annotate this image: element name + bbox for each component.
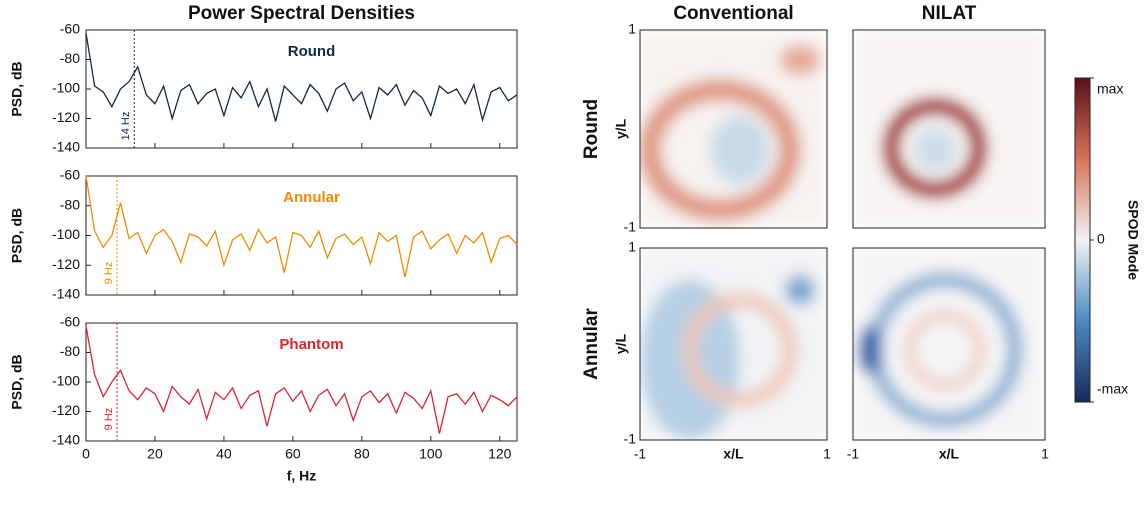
heatmap-image	[640, 30, 827, 228]
y-tick-label: -80	[60, 196, 80, 212]
column-title: NILAT	[922, 3, 977, 24]
y-tick-label: -60	[60, 314, 80, 330]
column-title: Conventional	[673, 3, 793, 24]
y-tick-label: -140	[52, 286, 80, 302]
annotation-label: 14 Hz	[120, 112, 132, 141]
x-tick-label: -1	[634, 446, 647, 462]
heatmap-blob	[780, 45, 820, 75]
y-tick-label: -60	[60, 167, 80, 183]
colorbar	[1074, 77, 1091, 403]
heatmap-blob	[858, 325, 882, 375]
heatmap-image	[853, 30, 1045, 228]
heatmap-image	[640, 248, 827, 440]
heatmap-frame	[852, 247, 1046, 441]
x-tick-label: 1	[823, 446, 831, 462]
y-tick-label: -60	[60, 21, 80, 37]
y-tick-label: -120	[52, 256, 80, 272]
y-tick-label: -100	[52, 226, 80, 242]
y-tick-label: -120	[52, 109, 80, 125]
y-tick-label: 1	[628, 21, 636, 37]
y-tick-label: -100	[52, 373, 80, 389]
heatmap-frame	[639, 247, 828, 441]
y-tick-label: -140	[52, 432, 80, 448]
annotation-label: 9 Hz	[103, 262, 115, 285]
x-tick-label: 80	[354, 446, 370, 462]
heatmap-blob	[710, 115, 770, 185]
x-axis-label: f, Hz	[287, 468, 317, 484]
x-tick-label: 20	[147, 446, 163, 462]
y-axis-label: PSD, dB	[9, 61, 25, 116]
heatmap-frame	[639, 29, 828, 229]
heatmap-blob	[905, 310, 985, 390]
legend-label: Round	[288, 43, 335, 60]
x-tick-label: 1	[1041, 446, 1049, 462]
y-tick-label: 1	[628, 239, 636, 255]
x-tick-label: -1	[847, 446, 860, 462]
y-tick-label: -1	[624, 431, 637, 447]
y-axis-label: y/L	[613, 118, 629, 139]
heatmap-blob	[640, 79, 801, 221]
y-tick-label: -1	[624, 219, 637, 235]
series-line	[85, 175, 518, 278]
series-line	[85, 325, 518, 434]
y-tick-label: -80	[60, 343, 80, 359]
heatmap-blob	[882, 97, 988, 199]
legend-label: Phantom	[279, 336, 343, 353]
heatmap-blob	[913, 128, 957, 172]
heatmap-blob	[683, 293, 797, 407]
colorbar-tick-label: 0	[1097, 231, 1105, 247]
x-tick-label: 40	[216, 446, 232, 462]
y-tick-label: -120	[52, 402, 80, 418]
colorbar-tick-label: max	[1097, 81, 1123, 97]
colorbar-tick-label: -max	[1097, 381, 1128, 397]
heatmap-frame	[852, 29, 1046, 229]
y-tick-label: -100	[52, 80, 80, 96]
x-tick-label: 60	[285, 446, 301, 462]
annotation-label: 9 Hz	[103, 408, 115, 431]
x-axis-label: x/L	[723, 446, 744, 462]
chart-title: Power Spectral Densities	[188, 3, 415, 24]
series-line	[85, 32, 518, 123]
y-axis-label: y/L	[613, 333, 629, 354]
row-title: Round	[581, 99, 602, 159]
heatmap-blob	[785, 275, 815, 305]
y-tick-label: -140	[52, 139, 80, 155]
x-tick-label: 0	[82, 446, 90, 462]
x-tick-label: 120	[488, 446, 512, 462]
x-axis-label: x/L	[939, 446, 960, 462]
heatmap-image	[853, 248, 1045, 440]
y-axis-label: PSD, dB	[9, 354, 25, 409]
heatmap-bg	[853, 30, 1045, 228]
legend-label: Annular	[283, 189, 340, 206]
row-title: Annular	[581, 308, 602, 380]
x-tick-label: 100	[419, 446, 443, 462]
colorbar-label: SPOD Mode	[1125, 200, 1141, 280]
y-axis-label: PSD, dB	[9, 208, 25, 263]
y-tick-label: -80	[60, 50, 80, 66]
